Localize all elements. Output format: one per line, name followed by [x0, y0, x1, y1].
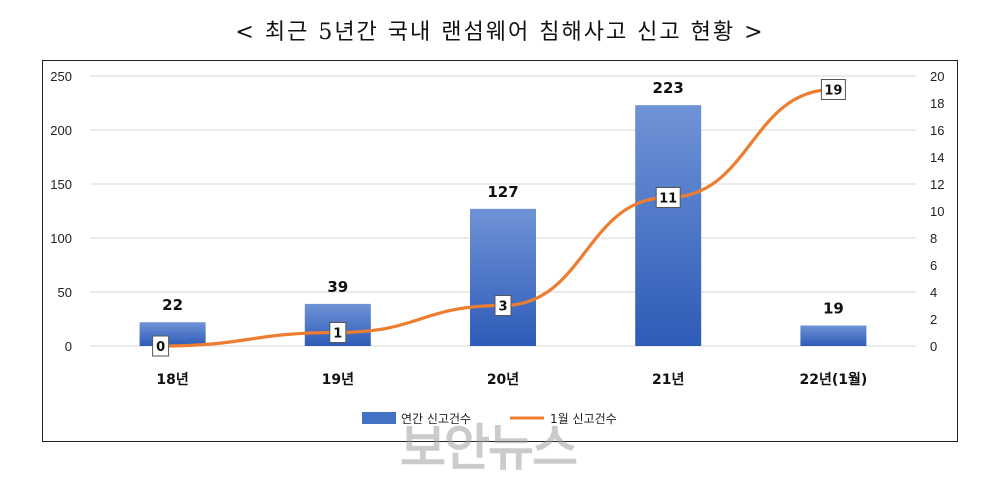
bar: [139, 322, 206, 346]
series-line: [160, 87, 834, 348]
bar: [800, 325, 867, 346]
y-left-tick-label: 250: [50, 69, 72, 84]
bar-value-label: 127: [487, 183, 518, 201]
y-right-tick-label: 14: [930, 150, 944, 165]
bar-value-label: 22: [162, 296, 183, 314]
y-right-tick-label: 6: [930, 258, 937, 273]
x-tick-label: 18년: [156, 372, 188, 388]
y-right-tick-label: 12: [930, 177, 944, 192]
bar: [635, 105, 702, 346]
line-point-marker: [820, 79, 846, 100]
legend-label-bar: 연간 신고건수: [401, 412, 471, 426]
bar-value-label: 39: [327, 278, 348, 296]
line-value-label: 19: [824, 84, 842, 99]
x-tick-label: 19년: [322, 372, 354, 388]
bar: [470, 208, 536, 346]
y-right-tick-label: 16: [930, 123, 944, 138]
y-left-tick-label: 0: [65, 339, 72, 354]
y-right-tick-label: 18: [930, 96, 944, 111]
y-right-tick-label: 8: [930, 231, 937, 246]
line-value-label: 3: [498, 300, 507, 315]
line-value-label: 1: [333, 327, 342, 342]
y-left-tick-label: 150: [50, 177, 72, 192]
chart-title: < 최근 5년간 국내 랜섬웨어 침해사고 신고 현황 >: [235, 20, 765, 45]
bar-value-label: 19: [823, 299, 844, 317]
y-left-tick-label: 200: [50, 123, 72, 138]
legend-label-line: 1월 신고건수: [550, 412, 617, 426]
line-series: [152, 79, 846, 357]
line-point-marker: [494, 295, 512, 316]
y-right-tick-label: 4: [930, 285, 937, 300]
y-right-tick-label: 10: [930, 204, 944, 219]
gridlines: [90, 75, 916, 347]
bar-value-label: 223: [653, 79, 684, 97]
line-value-label: 11: [659, 192, 677, 207]
y-right-tick-label: 2: [930, 312, 937, 327]
watermark-logo: 보안뉴스: [400, 419, 578, 477]
legend-swatch-bar: [362, 412, 396, 424]
line-point-marker: [655, 187, 681, 208]
y-right-tick-label: 20: [930, 69, 944, 84]
legend: 연간 신고건수 1월 신고건수: [362, 412, 617, 426]
x-tick-label: 20년: [487, 372, 519, 388]
x-tick-label: 21년: [652, 372, 684, 388]
y-right-tick-label: 0: [930, 339, 937, 354]
y-left-tick-label: 50: [58, 285, 72, 300]
chart-frame: [42, 60, 958, 442]
line-point-marker: [329, 322, 347, 343]
x-tick-label: 22년(1월): [800, 371, 868, 388]
line-value-label: 0: [156, 340, 165, 355]
y-left-tick-label: 100: [50, 231, 72, 246]
line-point-marker: [152, 335, 170, 357]
chart-labels: 0501001502002500246810121416182022391272…: [50, 69, 944, 388]
